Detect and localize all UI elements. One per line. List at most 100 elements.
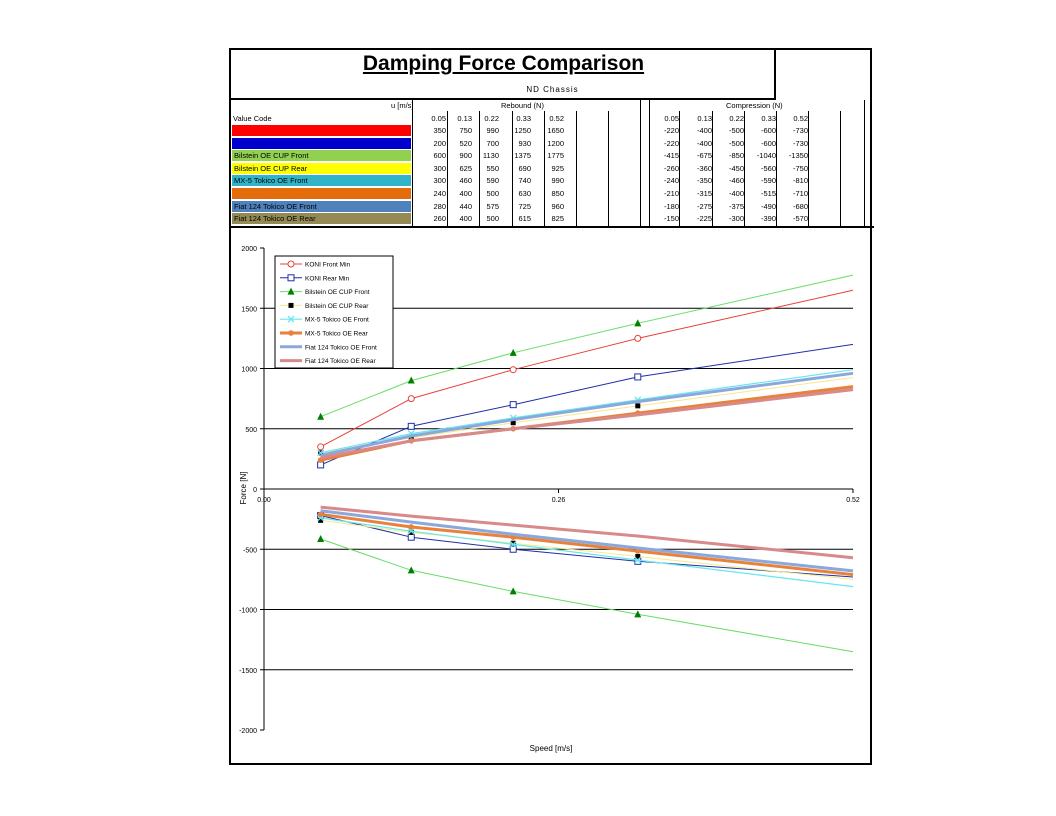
data-point — [634, 334, 642, 342]
compression-value: -1040 — [756, 151, 776, 161]
table-column-line — [512, 111, 513, 228]
table-column-line — [840, 111, 841, 228]
legend-box — [274, 255, 394, 369]
table-row-label: Bilstein OE CUP Front — [232, 150, 411, 162]
data-point-stroke — [317, 449, 325, 457]
data-point — [509, 366, 517, 374]
rebound-value: 630 — [518, 189, 531, 198]
y-tick-label: 1000 — [241, 367, 257, 374]
rebound-value: 460 — [459, 176, 472, 186]
compression-value: -750 — [792, 163, 808, 173]
data-point — [407, 376, 415, 384]
y-axis-label: Force [N] — [239, 472, 248, 505]
rebound-value: 260 — [433, 214, 446, 224]
legend-entry: Bilstein OE CUP Front — [305, 289, 370, 296]
data-point — [287, 260, 295, 268]
data-point — [317, 412, 325, 420]
rebound-value: 575 — [486, 201, 499, 211]
table-divider — [412, 100, 413, 228]
compression-value: -810 — [792, 176, 808, 186]
data-point — [407, 422, 415, 430]
compression-value: -150 — [663, 214, 679, 224]
compression-value: -560 — [760, 163, 776, 173]
compression-speed-header: 0.33 — [761, 114, 776, 123]
data-point — [407, 566, 415, 574]
rebound-value: 350 — [433, 126, 446, 135]
compression-value: -375 — [728, 201, 744, 211]
table-column-line — [608, 111, 609, 228]
data-point — [635, 403, 641, 409]
axis-layer: 2000 1500 1000 500 0 -500 -1000 -1500 -2000 0.00 0… — [239, 246, 860, 735]
table-column-line — [544, 111, 545, 228]
rebound-value: 400 — [459, 214, 472, 224]
compression-speed-header: 0.52 — [793, 114, 808, 123]
compression-value: -675 — [696, 151, 712, 161]
damping-force-chart: 2000 1500 1000 500 0 -500 -1000 -1500 -2000 0.00 0… — [231, 228, 870, 768]
rebound-value: 850 — [551, 189, 564, 198]
compression-speed-header: 0.05 — [664, 114, 679, 123]
data-point-stroke — [287, 315, 295, 323]
legend-entry: Fiat 124 Tokico OE Front — [305, 344, 377, 351]
series-line — [320, 505, 854, 560]
series-line — [320, 369, 854, 454]
rebound-speed-header: 0.22 — [484, 114, 499, 123]
rebound-value: 960 — [551, 201, 564, 211]
rebound-speed-header: 0.52 — [549, 114, 564, 123]
rebound-value: 1250 — [514, 126, 531, 135]
x-axis-label: Speed [m/s] — [530, 744, 573, 753]
data-point — [408, 524, 415, 530]
speed-header: u [m/s] — [391, 101, 414, 110]
table-divider — [649, 100, 650, 228]
series-fiat-124-tokico-oe-front — [320, 371, 854, 573]
rebound-value: 500 — [486, 214, 499, 224]
compression-speed-header: 0.13 — [697, 114, 712, 123]
legend-entry: KONI Rear Min — [305, 275, 349, 282]
rebound-value: 625 — [459, 163, 472, 173]
rebound-value: 200 — [433, 138, 446, 148]
rebound-header: Rebound (N) — [501, 101, 544, 110]
compression-value: -490 — [760, 201, 776, 211]
y-tick-label: -2000 — [239, 728, 257, 735]
data-point — [287, 287, 295, 295]
data-point — [317, 535, 325, 543]
chart-svg: 2000 1500 1000 500 0 -500 -1000 -1500 -2000 0.00 0… — [239, 246, 860, 753]
rebound-value: 280 — [433, 201, 446, 211]
page-title: Damping Force Comparison — [362, 52, 645, 75]
damping-data-table: u [m/s] Rebound (N) Compression (N) Valu… — [231, 100, 874, 228]
data-point — [408, 529, 414, 535]
table-column-line — [447, 111, 448, 228]
data-point — [634, 610, 642, 618]
table-divider — [864, 100, 865, 228]
value-code-label: Value Code — [233, 114, 272, 123]
data-point — [634, 548, 641, 554]
rebound-value: 500 — [486, 189, 499, 198]
data-point — [635, 553, 641, 559]
legend-entry: MX-5 Tokico OE Front — [305, 317, 369, 324]
data-point — [510, 420, 516, 426]
rebound-value: 990 — [486, 126, 499, 135]
compression-value: -600 — [760, 138, 776, 148]
data-point-stroke — [634, 556, 642, 564]
compression-header: Compression (N) — [726, 101, 783, 110]
data-point — [288, 330, 294, 336]
table-row-label: KONI Rear Min — [232, 137, 411, 149]
x-tick-label: 0.00 — [257, 497, 271, 504]
compression-value: -1350 — [788, 151, 808, 161]
table-row-label: Bilstein OE CUP Rear — [232, 162, 411, 174]
table-row-label: Fiat 124 Tokico OE Front — [232, 200, 411, 212]
y-tick-label: 500 — [245, 427, 257, 434]
rebound-value: 925 — [551, 163, 564, 173]
series-layer — [317, 274, 854, 653]
table-column-line — [712, 111, 713, 228]
compression-value: -225 — [696, 214, 712, 224]
rebound-value: 990 — [551, 176, 564, 186]
compression-value: -710 — [792, 189, 808, 198]
compression-value: -220 — [663, 126, 679, 135]
compression-value: -315 — [696, 189, 712, 198]
compression-value: -590 — [760, 176, 776, 186]
table-column-line — [744, 111, 745, 228]
table-column-line — [679, 111, 680, 228]
compression-value: -220 — [663, 138, 679, 148]
series-line — [320, 371, 854, 457]
compression-value: -350 — [696, 176, 712, 186]
